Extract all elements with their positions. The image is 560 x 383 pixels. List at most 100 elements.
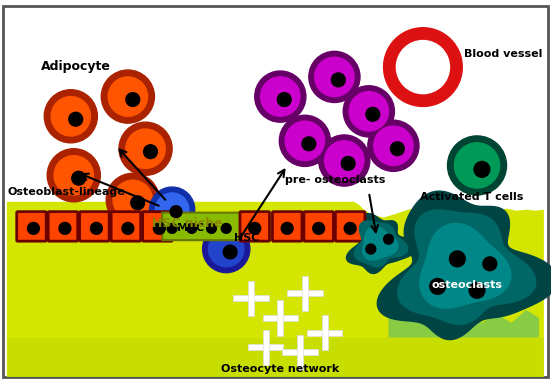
Polygon shape xyxy=(377,190,558,340)
Circle shape xyxy=(281,223,293,234)
Text: Osteoblast-lineage: Osteoblast-lineage xyxy=(8,187,125,197)
Circle shape xyxy=(368,120,419,171)
Circle shape xyxy=(277,93,291,106)
Circle shape xyxy=(309,51,360,103)
FancyBboxPatch shape xyxy=(80,212,109,241)
Polygon shape xyxy=(287,290,323,296)
Circle shape xyxy=(106,173,160,226)
Circle shape xyxy=(47,149,100,202)
Text: Osteocyte network: Osteocyte network xyxy=(221,364,339,374)
Polygon shape xyxy=(397,210,536,325)
Circle shape xyxy=(131,196,144,210)
FancyBboxPatch shape xyxy=(17,212,46,241)
Polygon shape xyxy=(248,280,254,316)
Circle shape xyxy=(143,145,157,159)
FancyBboxPatch shape xyxy=(240,212,269,241)
Text: Activated T cells: Activated T cells xyxy=(421,192,524,202)
Circle shape xyxy=(454,143,500,188)
Circle shape xyxy=(396,41,450,93)
Circle shape xyxy=(208,231,244,267)
Circle shape xyxy=(343,86,394,137)
Circle shape xyxy=(101,70,155,123)
Circle shape xyxy=(113,180,152,219)
Text: osteoclasts: osteoclasts xyxy=(432,280,503,290)
Circle shape xyxy=(126,93,139,106)
Circle shape xyxy=(153,223,165,234)
Circle shape xyxy=(302,137,316,151)
FancyBboxPatch shape xyxy=(48,212,78,241)
Circle shape xyxy=(366,244,376,254)
Circle shape xyxy=(54,155,94,195)
Polygon shape xyxy=(263,315,298,321)
Polygon shape xyxy=(7,202,544,377)
Circle shape xyxy=(249,223,260,234)
Polygon shape xyxy=(277,300,283,336)
Circle shape xyxy=(447,136,507,195)
Circle shape xyxy=(315,57,354,97)
Circle shape xyxy=(384,28,462,106)
Circle shape xyxy=(450,251,465,267)
Circle shape xyxy=(260,77,300,116)
FancyBboxPatch shape xyxy=(3,6,548,377)
Circle shape xyxy=(313,223,325,234)
Circle shape xyxy=(285,121,325,160)
Text: Blood vessel: Blood vessel xyxy=(464,49,543,59)
Circle shape xyxy=(187,223,197,233)
Circle shape xyxy=(255,71,306,122)
Circle shape xyxy=(44,90,97,143)
FancyBboxPatch shape xyxy=(273,212,302,241)
Circle shape xyxy=(279,115,330,167)
Circle shape xyxy=(51,97,91,136)
Polygon shape xyxy=(233,295,268,301)
FancyBboxPatch shape xyxy=(162,213,241,240)
Polygon shape xyxy=(353,220,408,268)
Text: HSC niche: HSC niche xyxy=(152,218,222,231)
Circle shape xyxy=(483,257,497,271)
Circle shape xyxy=(332,73,345,87)
Circle shape xyxy=(207,223,216,233)
Circle shape xyxy=(319,135,370,186)
Circle shape xyxy=(108,77,147,116)
Circle shape xyxy=(349,92,389,131)
Circle shape xyxy=(126,129,165,169)
Polygon shape xyxy=(302,276,308,311)
Circle shape xyxy=(344,223,356,234)
Text: MSC: MSC xyxy=(177,223,204,233)
Circle shape xyxy=(59,223,71,234)
FancyBboxPatch shape xyxy=(111,212,141,241)
FancyBboxPatch shape xyxy=(143,212,172,241)
FancyBboxPatch shape xyxy=(304,212,333,241)
Circle shape xyxy=(150,187,195,232)
Circle shape xyxy=(170,206,182,218)
Polygon shape xyxy=(321,315,328,350)
Circle shape xyxy=(119,122,172,175)
Polygon shape xyxy=(346,213,417,274)
Circle shape xyxy=(223,245,237,259)
Circle shape xyxy=(341,157,355,170)
Circle shape xyxy=(430,278,446,294)
Circle shape xyxy=(384,234,394,244)
Circle shape xyxy=(203,226,250,273)
Circle shape xyxy=(374,126,413,165)
Polygon shape xyxy=(248,344,283,350)
Circle shape xyxy=(366,107,380,121)
Polygon shape xyxy=(307,330,342,336)
Circle shape xyxy=(474,162,490,177)
Circle shape xyxy=(122,223,134,234)
Polygon shape xyxy=(7,337,544,377)
Circle shape xyxy=(69,112,83,126)
Circle shape xyxy=(72,171,86,185)
Circle shape xyxy=(167,223,177,233)
Text: HSC: HSC xyxy=(234,233,259,243)
Polygon shape xyxy=(419,223,511,309)
Circle shape xyxy=(325,141,364,180)
Circle shape xyxy=(469,283,485,298)
Polygon shape xyxy=(282,349,318,355)
Polygon shape xyxy=(389,308,539,337)
Circle shape xyxy=(221,223,231,233)
Circle shape xyxy=(27,223,39,234)
Polygon shape xyxy=(297,335,303,370)
Circle shape xyxy=(390,142,404,155)
Text: pre- osteoclasts: pre- osteoclasts xyxy=(285,175,386,185)
Circle shape xyxy=(91,223,102,234)
